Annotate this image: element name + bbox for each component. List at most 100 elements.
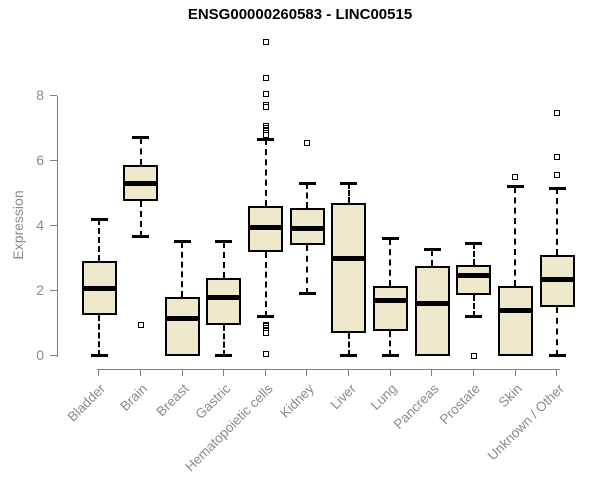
whisker-line-upper-gastric: [222, 241, 225, 278]
whisker-line-upper-brain: [139, 137, 142, 166]
chart-title: ENSG00000260583 - LINC00515: [187, 6, 413, 23]
x-axis-category-label: Liver: [327, 381, 359, 413]
x-axis-category-label: Gastric: [192, 381, 234, 422]
x-axis-tick: [514, 369, 516, 376]
x-axis-category-label: Brain: [117, 381, 151, 414]
box-breast: [164, 297, 200, 356]
whisker-line-upper-bladder: [98, 219, 100, 262]
median-unknown-other: [539, 276, 575, 282]
y-axis-tick-label: 6: [36, 151, 44, 168]
whisker-cap-upper-bladder: [90, 217, 108, 221]
median-brain: [123, 180, 159, 186]
x-axis-tick: [389, 369, 391, 376]
whisker-line-lower-unknown-other: [556, 306, 559, 356]
y-axis-line: [57, 95, 58, 357]
x-axis-tick: [139, 369, 141, 376]
y-axis-tick: [50, 354, 57, 356]
whisker-cap-upper-gastric: [215, 240, 233, 244]
median-gastric: [206, 294, 242, 300]
whisker-cap-upper-pancreas: [423, 248, 441, 252]
x-axis-tick: [431, 369, 433, 376]
outlier-prostate: [470, 352, 477, 359]
whisker-cap-lower-gastric: [215, 354, 233, 357]
x-axis-tick: [98, 369, 100, 376]
whisker-line-upper-skin: [514, 186, 517, 286]
x-axis-category-label: Unknown / Other: [484, 381, 567, 464]
box-prostate: [456, 264, 492, 296]
whisker-line-upper-unknown-other: [556, 188, 559, 255]
outlier-hematopoietic-cells: [262, 74, 269, 81]
x-axis-tick: [306, 369, 308, 376]
x-axis-tick: [473, 369, 474, 376]
x-axis-category-label: Pancreas: [390, 381, 442, 432]
x-axis-tick: [181, 369, 183, 376]
y-axis-tick: [50, 289, 57, 291]
whisker-cap-lower-lung: [381, 354, 399, 357]
y-axis-tick-label: 0: [36, 346, 44, 363]
whisker-cap-upper-liver: [340, 181, 358, 185]
y-axis-tick-label: 2: [36, 281, 44, 298]
outlier-hematopoietic-cells: [262, 38, 269, 45]
y-axis-tick: [50, 94, 57, 96]
median-kidney: [289, 226, 325, 232]
outlier-skin: [512, 173, 519, 180]
whisker-cap-upper-kidney: [298, 181, 316, 185]
box-lung: [372, 285, 408, 332]
median-bladder: [81, 286, 117, 292]
median-liver: [331, 255, 367, 261]
median-hematopoietic-cells: [248, 224, 284, 230]
y-axis-tick: [50, 159, 57, 161]
whisker-line-upper-pancreas: [431, 249, 434, 267]
x-axis-tick: [264, 369, 266, 376]
median-lung: [372, 297, 408, 303]
x-axis-category-label: Breast: [153, 381, 192, 420]
median-skin: [497, 307, 533, 313]
whisker-cap-lower-liver: [340, 354, 358, 357]
whisker-cap-lower-prostate: [465, 315, 483, 318]
box-skin: [497, 285, 533, 356]
outlier-unknown-other: [554, 154, 561, 161]
whisker-cap-upper-brain: [132, 136, 150, 140]
whisker-line-upper-breast: [181, 241, 184, 297]
whisker-cap-upper-lung: [381, 237, 399, 240]
outlier-unknown-other: [554, 172, 561, 179]
whisker-line-upper-hematopoietic-cells: [264, 139, 267, 206]
x-axis-line: [97, 369, 561, 370]
x-axis-tick: [348, 369, 350, 376]
whisker-line-upper-lung: [389, 238, 392, 286]
whisker-line-lower-hematopoietic-cells: [264, 251, 267, 317]
whisker-cap-lower-bladder: [90, 354, 108, 357]
whisker-line-lower-lung: [389, 331, 392, 356]
whisker-line-upper-liver: [347, 183, 350, 203]
y-axis-tick-label: 8: [36, 86, 44, 103]
x-axis-category-label: Kidney: [277, 381, 317, 421]
whisker-line-lower-gastric: [222, 324, 225, 356]
whisker-line-lower-liver: [347, 332, 350, 356]
whisker-cap-lower-kidney: [298, 292, 316, 296]
x-axis-category-label: Prostate: [437, 381, 484, 428]
box-gastric: [206, 277, 242, 325]
x-axis-category-label: Skin: [495, 381, 526, 411]
whisker-cap-lower-brain: [132, 235, 150, 239]
whisker-line-upper-kidney: [306, 183, 309, 208]
whisker-line-lower-prostate: [472, 295, 475, 317]
whisker-cap-lower-hematopoietic-cells: [257, 315, 275, 318]
x-axis-tick: [556, 369, 558, 376]
x-axis-category-label: Bladder: [65, 381, 109, 425]
outlier-kidney: [304, 139, 311, 146]
outlier-hematopoietic-cells: [262, 103, 269, 110]
box-pancreas: [414, 266, 450, 356]
whisker-cap-lower-unknown-other: [548, 354, 566, 357]
whisker-line-upper-prostate: [472, 243, 475, 265]
whisker-line-lower-brain: [139, 201, 142, 237]
box-liver: [331, 202, 367, 333]
whisker-cap-upper-hematopoietic-cells: [257, 137, 275, 141]
outlier-hematopoietic-cells: [262, 329, 269, 336]
y-axis-tick: [50, 224, 57, 226]
whisker-cap-upper-prostate: [465, 241, 483, 245]
median-prostate: [456, 273, 492, 279]
outlier-hematopoietic-cells: [262, 131, 269, 138]
median-breast: [164, 315, 200, 321]
